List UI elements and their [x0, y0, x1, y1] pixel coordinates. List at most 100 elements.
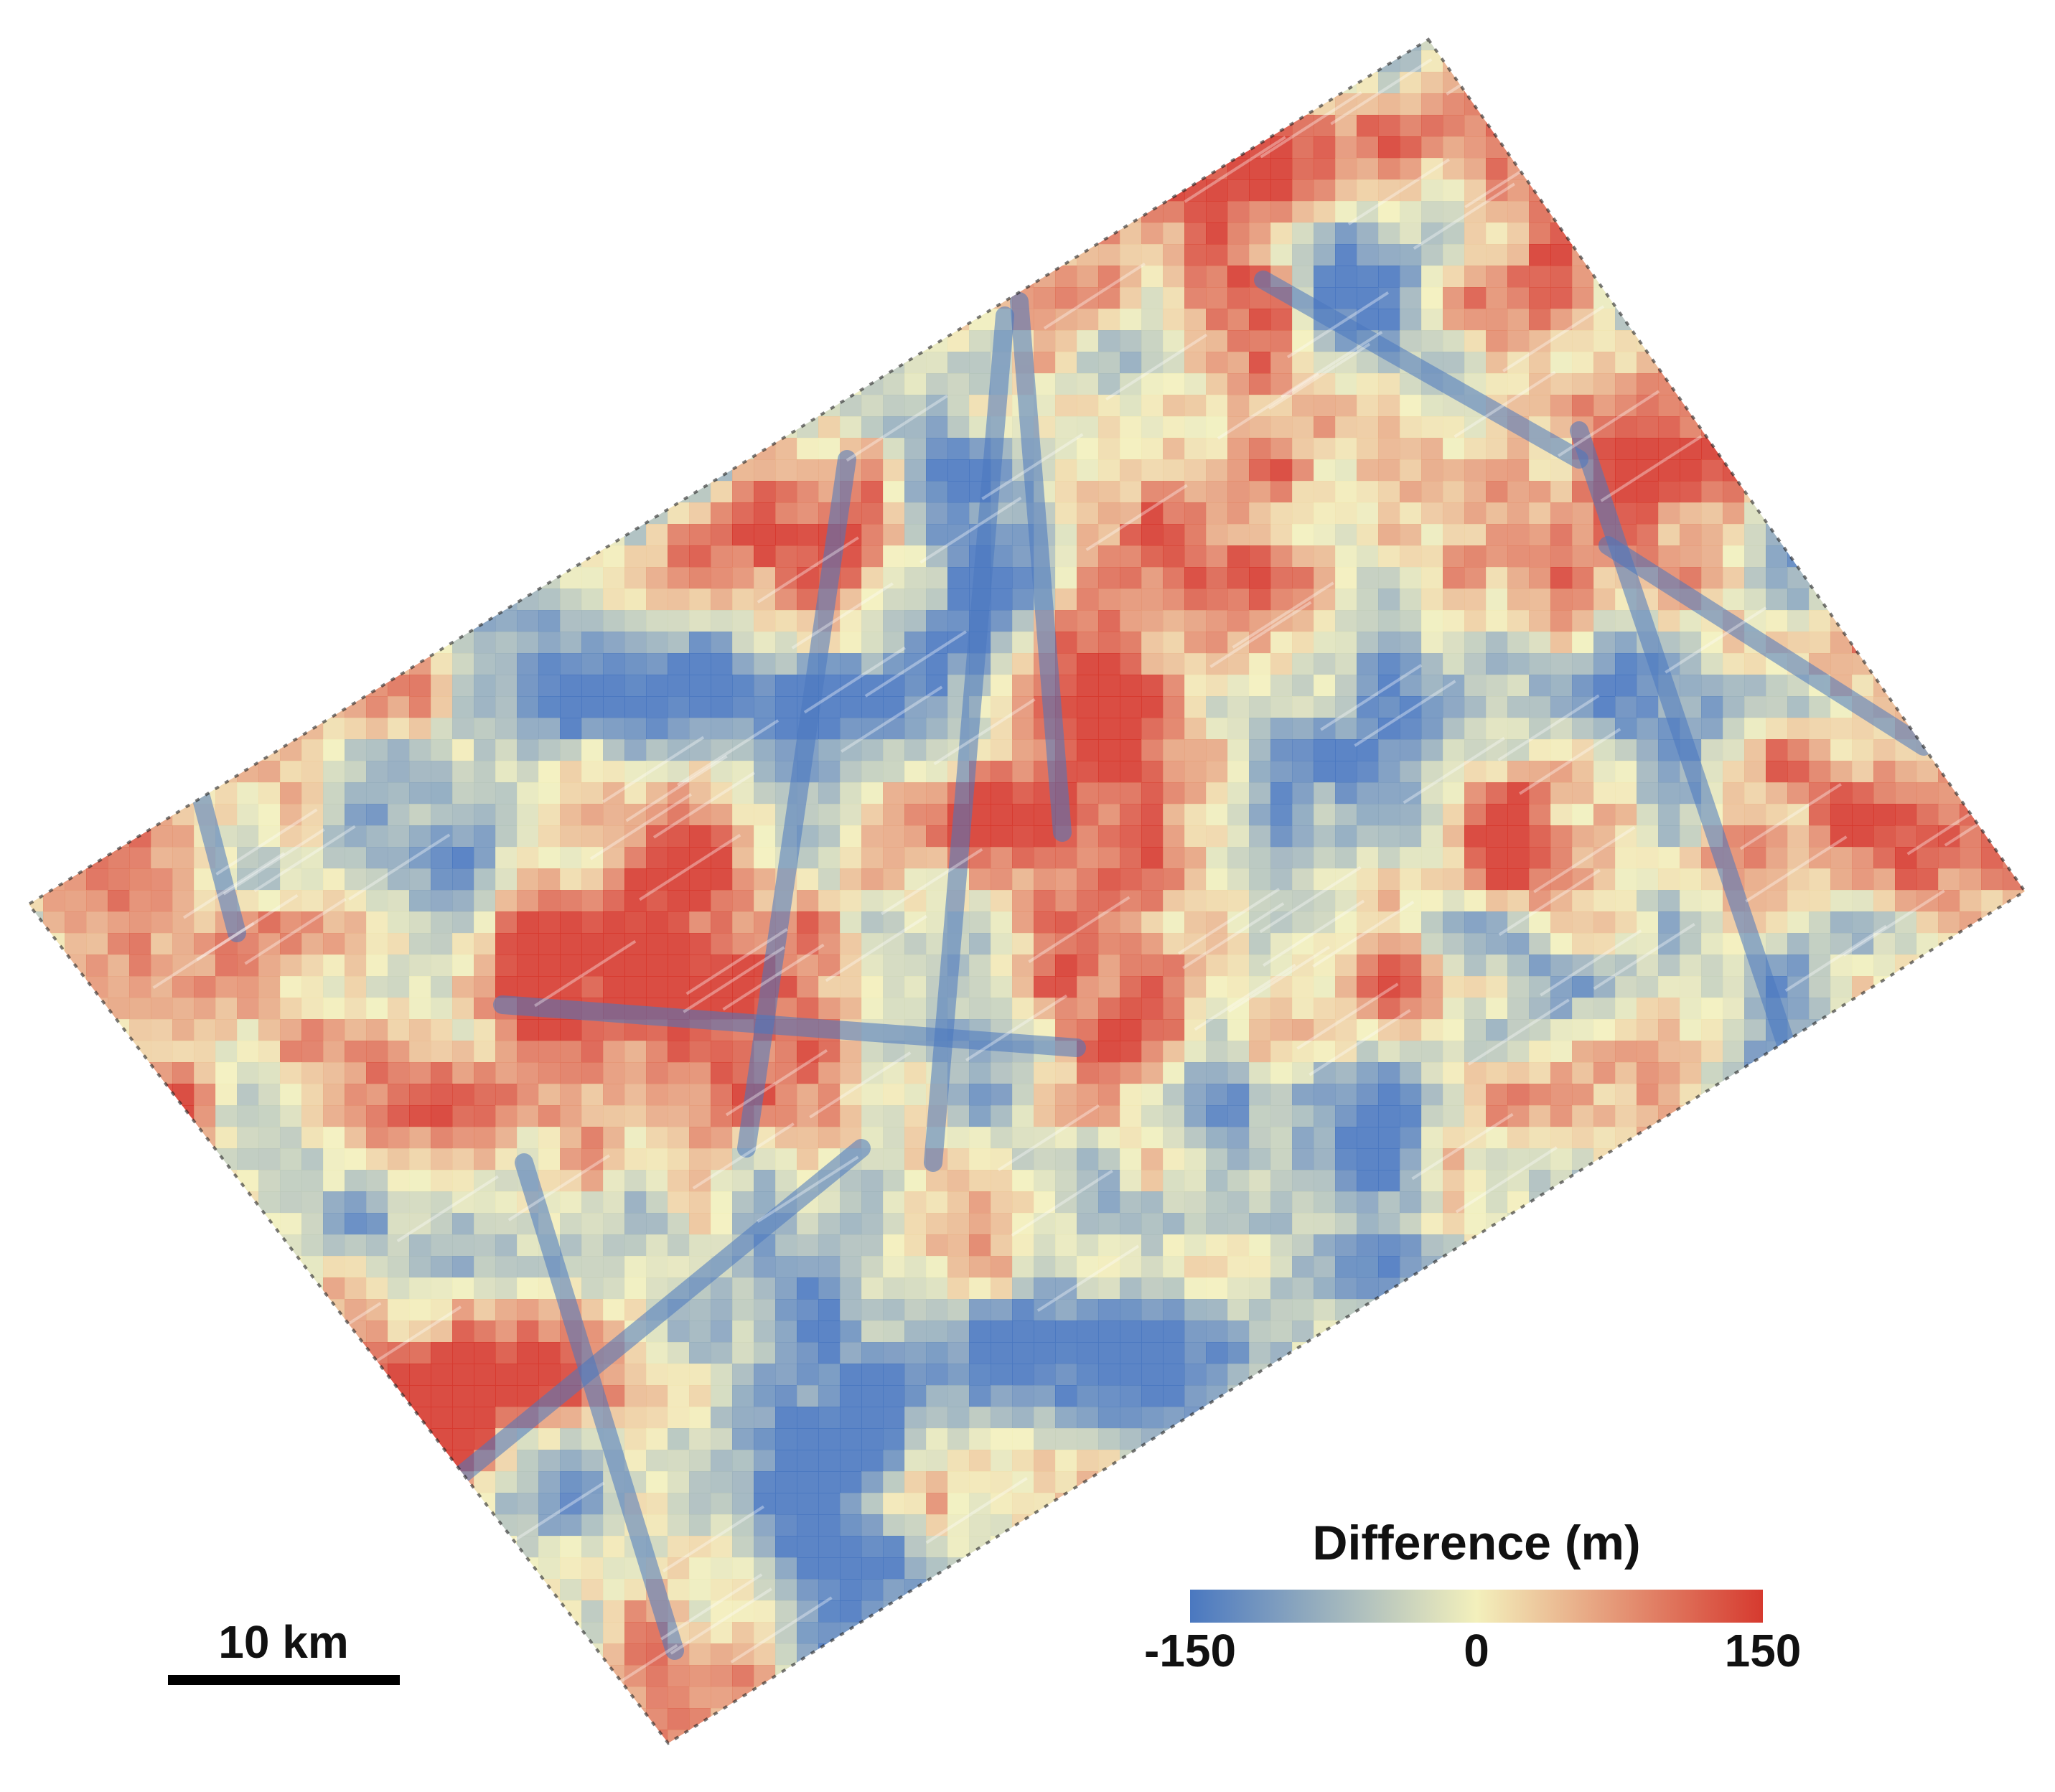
map-cell — [1615, 911, 1637, 934]
map-cell — [366, 761, 388, 783]
map-cell — [474, 998, 496, 1020]
map-cell — [1098, 136, 1120, 159]
map-cell — [1529, 890, 1551, 912]
map-cell — [1787, 868, 1810, 891]
map-cell — [797, 201, 819, 223]
map-cell — [86, 244, 108, 266]
map-cell — [926, 567, 948, 589]
map-cell — [1701, 330, 1723, 352]
map-cell — [215, 136, 238, 159]
map-cell — [1550, 1062, 1573, 1084]
map-cell — [215, 416, 238, 438]
map-cell — [129, 438, 151, 460]
map-cell — [215, 287, 238, 309]
map-cell — [1550, 890, 1573, 912]
map-cell — [301, 653, 324, 675]
map-cell — [1873, 72, 1896, 94]
map-cell — [215, 739, 238, 761]
map-cell — [926, 309, 948, 331]
map-cell — [775, 610, 797, 632]
map-cell — [797, 416, 819, 438]
map-cell — [1873, 675, 1896, 697]
map-cell — [624, 244, 647, 266]
map-cell — [1012, 39, 1034, 51]
map-cell — [560, 954, 582, 977]
map-cell — [904, 588, 927, 611]
map-cell — [517, 416, 539, 438]
map-cell — [1744, 1148, 1766, 1171]
map-cell — [689, 438, 711, 460]
map-cell — [2024, 93, 2025, 116]
map-cell — [129, 1062, 151, 1084]
map-cell — [345, 115, 367, 137]
map-cell — [947, 459, 970, 482]
map-cell — [1529, 352, 1551, 374]
map-cell — [345, 1084, 367, 1106]
map-cell — [883, 395, 905, 417]
map-cell — [2003, 524, 2025, 546]
map-cell — [1658, 911, 1680, 934]
map-cell — [43, 761, 65, 783]
map-cell — [409, 718, 431, 740]
map-cell — [926, 675, 948, 697]
map-cell — [388, 115, 410, 137]
map-cell — [129, 739, 151, 761]
map-cell — [1163, 890, 1185, 912]
map-cell — [797, 395, 819, 417]
map-cell — [151, 1148, 173, 1171]
map-cell — [452, 1127, 474, 1149]
map-cell — [1486, 825, 1508, 848]
map-cell — [1227, 266, 1250, 288]
map-cell — [1658, 459, 1680, 482]
map-cell — [172, 524, 195, 546]
map-cell — [2003, 309, 2025, 331]
map-cell — [1335, 847, 1357, 869]
map-cell — [1507, 847, 1530, 869]
map-cell — [301, 266, 324, 288]
map-cell — [43, 545, 65, 568]
map-cell — [1077, 459, 1099, 482]
map-cell — [1960, 481, 1982, 503]
map-cell — [818, 1084, 841, 1106]
map-cell — [1873, 1084, 1896, 1106]
map-cell — [668, 1105, 690, 1127]
map-cell — [904, 1084, 927, 1106]
map-cell — [1357, 868, 1379, 891]
map-cell — [969, 201, 991, 223]
map-cell — [280, 911, 302, 934]
map-cell — [1916, 998, 1939, 1020]
map-cell — [388, 1148, 410, 1171]
map-cell — [1723, 998, 1745, 1020]
map-cell — [1550, 868, 1573, 891]
map-cell — [1766, 933, 1788, 955]
map-cell — [323, 545, 345, 568]
map-cell — [689, 567, 711, 589]
map-cell — [1270, 567, 1293, 589]
map-cell — [301, 39, 324, 51]
map-cell — [1701, 696, 1723, 718]
map-cell — [1077, 502, 1099, 525]
map-cell — [1464, 438, 1487, 460]
map-cell — [969, 115, 991, 137]
map-cell — [517, 115, 539, 137]
map-cell — [1916, 653, 1939, 675]
map-cell — [1292, 222, 1314, 245]
map-cell — [883, 632, 905, 654]
map-cell — [86, 718, 108, 740]
map-cell — [1701, 718, 1723, 740]
map-cell — [43, 352, 65, 374]
map-cell — [818, 50, 841, 72]
map-cell — [1873, 481, 1896, 503]
map-cell — [1141, 1148, 1164, 1171]
map-cell — [1787, 545, 1810, 568]
map-cell — [1249, 352, 1271, 374]
map-cell — [345, 545, 367, 568]
map-cell — [43, 739, 65, 761]
map-cell — [1701, 976, 1723, 998]
map-cell — [1895, 438, 1917, 460]
map-cell — [388, 998, 410, 1020]
map-cell — [1895, 610, 1917, 632]
map-cell — [1701, 1019, 1723, 1041]
map-cell — [624, 588, 647, 611]
map-cell — [280, 1170, 302, 1192]
